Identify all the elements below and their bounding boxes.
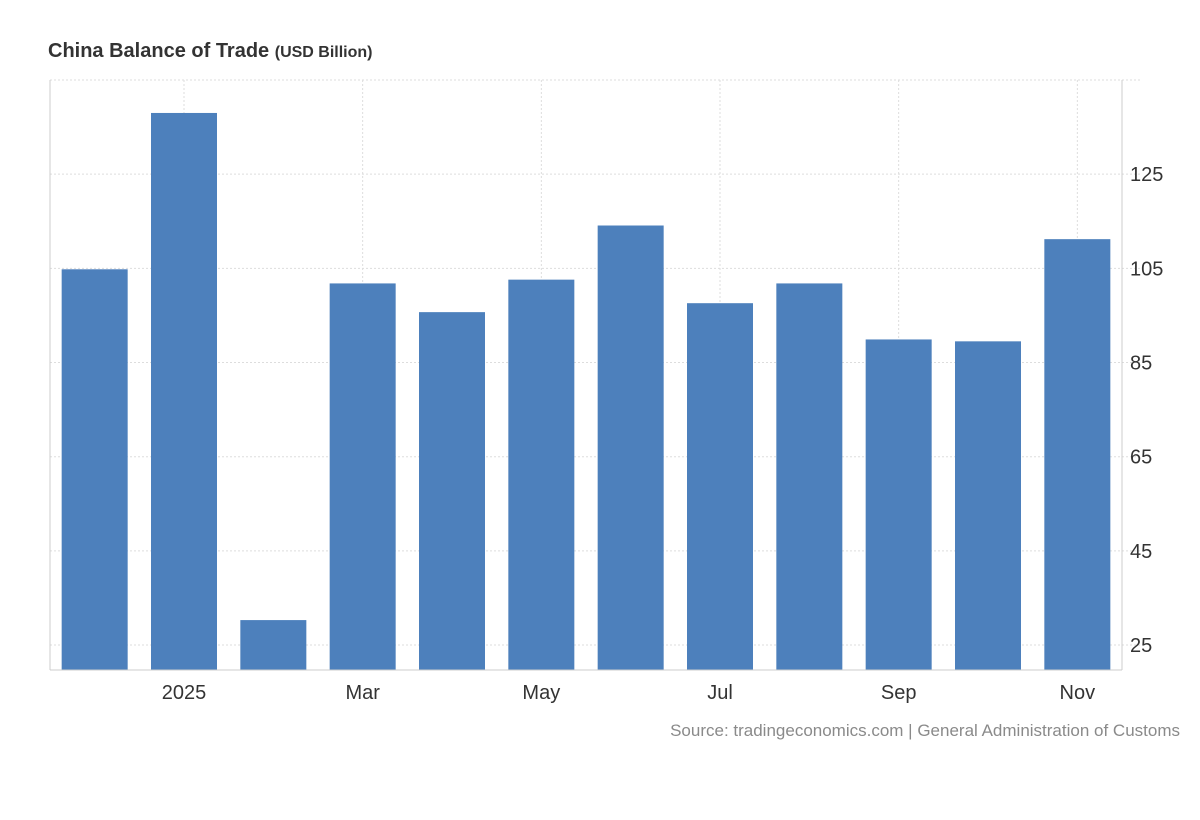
bar [240, 620, 307, 670]
bar [865, 339, 932, 670]
x-tick-label: Jul [707, 682, 733, 704]
x-tick-label: Sep [881, 682, 917, 704]
title-text: China Balance of Trade [48, 40, 270, 62]
y-tick-label: 65 [1130, 447, 1152, 469]
y-tick-label: 25 [1130, 635, 1152, 657]
y-tick-label: 125 [1130, 164, 1163, 186]
y-tick-label: 45 [1130, 541, 1152, 563]
y-tick-label: 85 [1130, 353, 1152, 375]
bar [151, 112, 217, 671]
bar [508, 279, 575, 670]
bar [776, 283, 843, 670]
x-tick-label: Nov [1060, 682, 1096, 704]
x-tick-label: 2025 [162, 682, 207, 704]
bar [419, 312, 485, 670]
bar [597, 225, 664, 670]
chart-title: China Balance of Trade (USD Billion) [48, 40, 373, 63]
x-tick-label: May [522, 682, 560, 704]
source-note: Source: tradingeconomics.com | General A… [670, 721, 1180, 740]
bar [329, 283, 396, 670]
bar [955, 341, 1021, 670]
y-tick-label: 105 [1130, 258, 1163, 280]
bar [1044, 239, 1111, 670]
title-unit: (USD Billion) [274, 44, 373, 61]
bar [61, 269, 128, 670]
bar [687, 303, 753, 670]
x-tick-label: Mar [345, 682, 380, 704]
